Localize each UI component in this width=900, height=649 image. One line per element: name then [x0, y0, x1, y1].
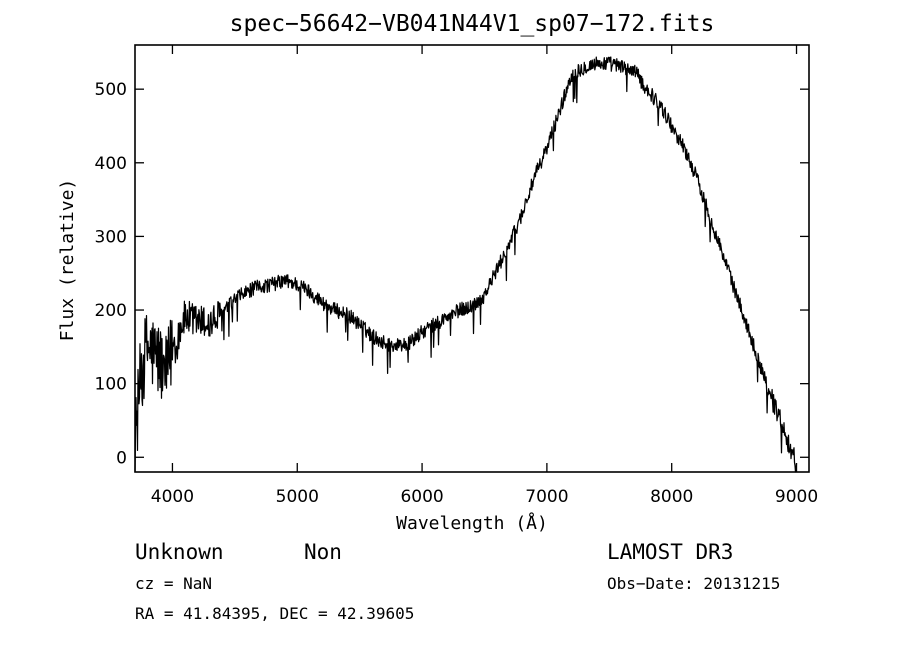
- cz-label: cz = NaN: [135, 574, 212, 593]
- plot-frame-group: [134, 44, 810, 473]
- coords-label: RA = 41.84395, DEC = 42.39605: [135, 604, 414, 623]
- y-tick-label: 100: [95, 375, 127, 395]
- chart-title: spec−56642−VB041N44V1_sp07−172.fits: [230, 11, 715, 37]
- x-axis-label: Wavelength (Å): [396, 512, 548, 534]
- y-tick-label: 500: [95, 80, 127, 100]
- x-tick-label: 6000: [400, 487, 443, 507]
- x-tick-label: 9000: [775, 487, 818, 507]
- object-subclass-label: Non: [304, 540, 342, 564]
- obs-date-label: Obs−Date: 20131215: [607, 574, 780, 593]
- y-axis-label: Flux (relative): [57, 179, 78, 342]
- y-tick-label: 0: [116, 448, 127, 468]
- survey-label: LAMOST DR3: [607, 540, 733, 564]
- y-tick-label: 200: [95, 301, 127, 321]
- object-class-label: Unknown: [135, 540, 224, 564]
- y-ticks-group: 0 100 200 300 400 500: [95, 80, 809, 468]
- y-tick-label: 300: [95, 227, 127, 247]
- spectrum-line: [134, 56, 798, 473]
- y-tick-label: 400: [95, 154, 127, 174]
- x-tick-label: 8000: [650, 487, 693, 507]
- plot-frame: [134, 44, 810, 473]
- x-tick-label: 7000: [525, 487, 568, 507]
- x-tick-label: 5000: [276, 487, 319, 507]
- x-tick-label: 4000: [151, 487, 194, 507]
